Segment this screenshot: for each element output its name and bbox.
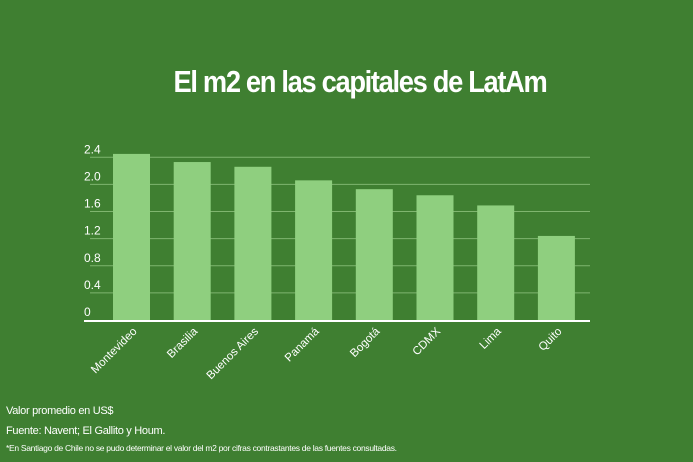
source-label: Fuente: Navent; El Gallito y Houm. <box>6 425 166 437</box>
footnote: *En Santiago de Chile no se pudo determi… <box>6 443 397 453</box>
y-tick-label: 2.0 <box>84 169 101 183</box>
bar <box>355 189 393 320</box>
y-tick-label: 1.6 <box>84 197 101 211</box>
y-tick-label: 0.8 <box>84 251 101 265</box>
bar <box>295 180 333 320</box>
x-tick-label: Montevideo <box>89 326 140 377</box>
x-tick-label: Quito <box>537 326 565 354</box>
bar <box>537 235 575 320</box>
unit-label: Valor promedio en US$ <box>6 405 114 417</box>
bar <box>173 162 211 320</box>
x-tick-label: Buenos Aires <box>205 325 262 382</box>
bar <box>113 153 150 320</box>
y-tick-label: 0.4 <box>84 278 101 292</box>
bar <box>234 166 272 320</box>
y-tick-label: 0 <box>84 305 91 319</box>
x-tick-label: Brasilia <box>165 325 201 361</box>
bar <box>416 195 454 320</box>
chart-title: El m2 en las capitales de LatAm <box>173 64 547 99</box>
y-tick-label: 1.2 <box>84 224 101 238</box>
x-tick-label: Panamá <box>283 325 322 364</box>
bar <box>477 205 515 320</box>
x-tick-label: CDMX <box>411 325 444 358</box>
x-tick-label: Bogotá <box>348 325 383 360</box>
y-tick-label: 2.4 <box>84 142 101 156</box>
x-tick-label: Lima <box>478 325 505 352</box>
